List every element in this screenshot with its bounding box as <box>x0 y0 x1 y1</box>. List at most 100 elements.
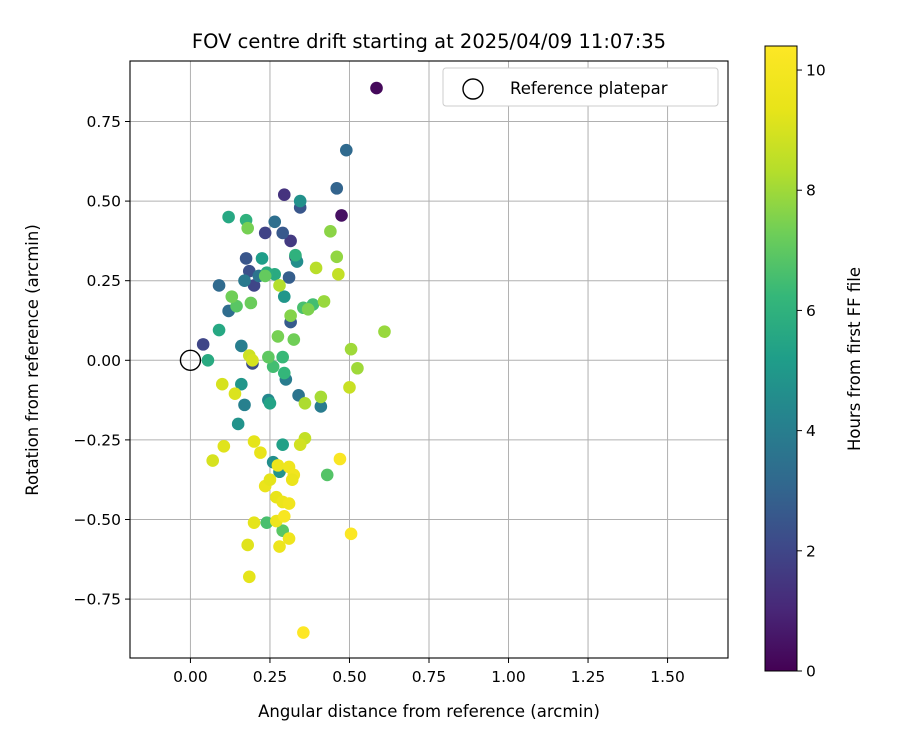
data-point <box>258 269 272 283</box>
x-tick-label: 1.50 <box>650 668 685 686</box>
data-point <box>333 452 347 466</box>
data-point <box>284 309 297 323</box>
data-point <box>330 182 344 195</box>
legend-box <box>442 67 719 107</box>
data-point <box>217 439 231 453</box>
data-point <box>266 360 280 373</box>
data-point <box>335 209 348 222</box>
data-point <box>247 435 261 448</box>
data-point <box>225 290 239 303</box>
x-tick-label: 1.00 <box>491 668 526 686</box>
legend-entry: Reference platepar <box>510 79 668 98</box>
data-point <box>262 350 275 364</box>
data-point <box>324 225 337 238</box>
grid <box>130 61 728 658</box>
data-point <box>293 438 307 451</box>
data-point <box>339 143 353 157</box>
chart-title: FOV centre drift starting at 2025/04/09 … <box>192 30 666 53</box>
y-axis-ticks: −0.75 −0.50 −0.25 0.00 0.25 0.50 0.75 <box>74 113 130 609</box>
data-point <box>268 215 282 229</box>
data-point <box>277 510 291 523</box>
data-point <box>254 446 267 459</box>
data-point <box>276 438 289 451</box>
data-point <box>277 366 291 380</box>
data-point <box>282 497 296 510</box>
colorbar-label: Hours from first FF file <box>845 267 864 451</box>
data-point <box>255 252 269 265</box>
y-tick-label: 0.00 <box>86 352 121 370</box>
data-point <box>206 454 220 467</box>
data-point <box>235 377 248 391</box>
data-points <box>196 81 391 639</box>
data-point <box>196 338 210 351</box>
data-point <box>242 570 256 584</box>
colorbar-tick-label: 4 <box>806 422 816 440</box>
data-point <box>212 279 226 292</box>
data-point <box>330 250 344 264</box>
colorbar-tick-label: 8 <box>806 182 816 200</box>
colorbar-tick-label: 10 <box>806 62 826 80</box>
data-point <box>244 296 258 310</box>
data-point <box>273 279 286 292</box>
colorbar-fill <box>764 45 798 672</box>
data-point <box>370 81 383 95</box>
data-point <box>235 339 248 353</box>
y-tick-label: −0.50 <box>74 511 122 529</box>
data-point <box>201 353 215 367</box>
data-point <box>271 330 285 343</box>
data-point <box>276 350 289 364</box>
data-point <box>282 271 296 284</box>
data-point <box>230 299 243 313</box>
x-axis-ticks: 0.00 0.25 0.50 0.75 1.00 1.25 1.50 <box>173 658 685 686</box>
data-point <box>314 390 328 404</box>
data-point <box>263 473 277 486</box>
colorbar-tick-label: 2 <box>806 542 816 560</box>
data-point <box>317 295 331 308</box>
data-point <box>277 290 291 303</box>
data-point <box>378 325 391 338</box>
data-point <box>287 333 301 346</box>
data-point <box>228 387 242 401</box>
data-point <box>314 400 328 413</box>
data-point <box>247 279 261 292</box>
data-point <box>344 342 358 356</box>
y-tick-label: 0.50 <box>86 193 121 211</box>
data-point <box>285 473 299 486</box>
colorbar-tick-label: 6 <box>806 302 816 320</box>
data-point <box>258 226 272 240</box>
data-point <box>231 417 245 431</box>
x-tick-label: 0.75 <box>412 668 447 686</box>
legend-reference-marker <box>462 78 484 100</box>
colorbar: 0 2 4 6 8 10 Hours from first FF file <box>764 45 864 681</box>
x-tick-label: 0.25 <box>253 668 288 686</box>
data-point <box>282 532 296 545</box>
data-point <box>238 398 251 412</box>
data-point <box>332 268 345 281</box>
data-point <box>242 264 256 278</box>
legend: Reference platepar <box>442 67 719 107</box>
colorbar-tick-label: 0 <box>806 663 816 681</box>
data-point <box>293 194 307 208</box>
data-point <box>343 381 356 394</box>
data-point <box>351 361 364 375</box>
data-point <box>246 353 259 367</box>
y-tick-label: 0.75 <box>86 113 121 131</box>
data-point <box>241 538 254 552</box>
y-axis-label: Rotation from reference (arcmin) <box>23 224 42 496</box>
data-point <box>297 626 310 639</box>
x-tick-label: 1.25 <box>571 668 606 686</box>
y-tick-label: −0.25 <box>74 431 122 449</box>
data-point <box>289 248 302 262</box>
data-point <box>276 226 289 240</box>
data-point <box>222 210 235 224</box>
data-point <box>298 396 312 410</box>
colorbar-ticks: 0 2 4 6 8 10 <box>797 62 826 681</box>
data-point <box>247 516 261 529</box>
data-point <box>241 221 254 235</box>
data-point <box>273 540 286 553</box>
y-tick-label: 0.25 <box>86 272 121 290</box>
data-point <box>301 303 315 316</box>
data-point <box>344 527 358 541</box>
reference-platepar-marker <box>179 349 202 371</box>
